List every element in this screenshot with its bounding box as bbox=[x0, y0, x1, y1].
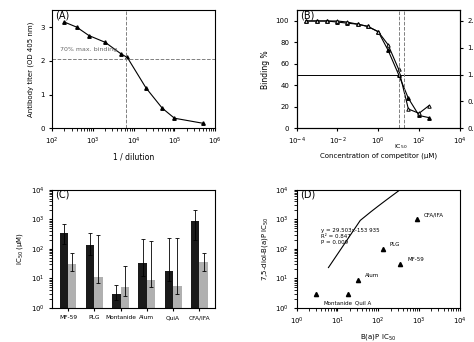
Text: Montanide: Montanide bbox=[323, 301, 352, 306]
Bar bbox=[138, 263, 147, 342]
Bar bbox=[120, 287, 129, 342]
X-axis label: B(a)P IC$_{50}$: B(a)P IC$_{50}$ bbox=[360, 332, 396, 342]
Bar bbox=[60, 233, 68, 342]
Bar bbox=[164, 271, 173, 342]
Text: IC$_{50}$: IC$_{50}$ bbox=[394, 142, 408, 151]
Text: (B): (B) bbox=[300, 10, 314, 20]
Bar bbox=[112, 294, 120, 342]
Text: (A): (A) bbox=[55, 10, 70, 20]
Y-axis label: Antibody titer (OD 405 nm): Antibody titer (OD 405 nm) bbox=[28, 22, 35, 117]
Bar bbox=[68, 264, 76, 342]
Y-axis label: 7,5-diol-B(a)P IC$_{50}$: 7,5-diol-B(a)P IC$_{50}$ bbox=[260, 216, 270, 281]
Text: CFA/IFA: CFA/IFA bbox=[424, 212, 444, 218]
Text: (D): (D) bbox=[300, 190, 315, 200]
Text: MF-59: MF-59 bbox=[407, 258, 424, 262]
Bar bbox=[173, 286, 182, 342]
Text: 70% max. binding: 70% max. binding bbox=[61, 48, 118, 52]
Bar bbox=[191, 221, 200, 342]
Bar bbox=[94, 277, 103, 342]
Y-axis label: Binding %: Binding % bbox=[261, 50, 270, 89]
X-axis label: Concentration of competitor (μM): Concentration of competitor (μM) bbox=[319, 153, 437, 159]
Bar bbox=[200, 262, 208, 342]
Text: (C): (C) bbox=[55, 190, 70, 200]
Text: PLG: PLG bbox=[390, 242, 401, 247]
Bar bbox=[147, 280, 155, 342]
X-axis label: 1 / dilution: 1 / dilution bbox=[113, 153, 155, 162]
Y-axis label: IC$_{50}$ (μM): IC$_{50}$ (μM) bbox=[15, 232, 25, 265]
Bar bbox=[86, 246, 94, 342]
Text: Quil A: Quil A bbox=[355, 301, 371, 306]
Text: y = 29.503x-153 935
R² = 0.847
P = 0.009: y = 29.503x-153 935 R² = 0.847 P = 0.009 bbox=[321, 228, 380, 245]
Text: Alum: Alum bbox=[365, 273, 379, 278]
